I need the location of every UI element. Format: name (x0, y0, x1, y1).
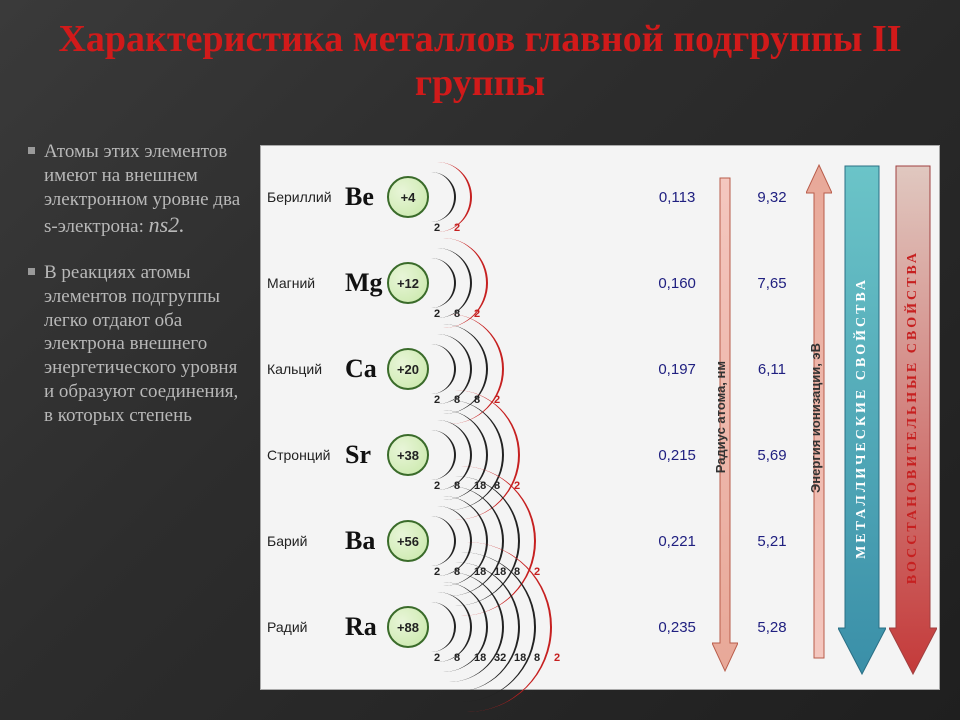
element-name: Бериллий (267, 189, 345, 205)
energy-axis-label: Энергия ионизации, эВ (808, 343, 823, 493)
shell-electron-count: 2 (474, 308, 480, 320)
shells: 22 (431, 154, 646, 240)
shells: 282 (431, 240, 646, 326)
energy-column: 9,327,656,115,695,215,28 (741, 146, 802, 689)
shell-electron-count: 2 (454, 222, 460, 234)
shells: 2818321882 (431, 584, 646, 670)
element-name: Кальций (267, 361, 345, 377)
radius-axis-label: Радиус атома, нм (713, 361, 728, 473)
element-symbol: Mg (345, 268, 387, 298)
energy-arrow-col: Энергия ионизации, эВ (803, 146, 837, 689)
element-name: Стронций (267, 447, 345, 463)
metallic-arrow: МЕТАЛЛИЧЕСКИЕ СВОЙСТВА (836, 146, 887, 689)
bullet-item: В реакциях атомы элементов подгруппы лег… (28, 261, 248, 427)
energy-value: 9,32 (741, 154, 802, 240)
elements-column: БериллийBe+422МагнийMg+12282КальцийCa+20… (261, 146, 646, 689)
radius-value: 0,215 (646, 412, 707, 498)
element-name: Барий (267, 533, 345, 549)
radius-value: 0,221 (646, 498, 707, 584)
element-symbol: Sr (345, 440, 387, 470)
bullet-list: Атомы этих элементов имеют на внешнем эл… (28, 140, 248, 449)
shell-arc (402, 162, 472, 232)
radius-value: 0,235 (646, 584, 707, 670)
slide-title: Характеристика металлов главной подгрупп… (0, 18, 960, 105)
energy-value: 6,11 (741, 326, 802, 412)
element-symbol: Ba (345, 526, 387, 556)
element-name: Магний (267, 275, 345, 291)
energy-value: 7,65 (741, 240, 802, 326)
radius-value: 0,113 (646, 154, 707, 240)
element-name: Радий (267, 619, 345, 635)
shell-arc (382, 542, 552, 712)
energy-value: 5,69 (741, 412, 802, 498)
metallic-arrow-label: МЕТАЛЛИЧЕСКИЕ СВОЙСТВА (854, 277, 870, 559)
diagram-panel: БериллийBe+422МагнийMg+12282КальцийCa+20… (260, 145, 940, 690)
element-symbol: Ra (345, 612, 387, 642)
shell-electron-count: 2 (554, 652, 560, 664)
redox-arrow-label: ВОССТАНОВИТЕЛЬНЫЕ СВОЙСТВА (905, 250, 921, 584)
element-symbol: Be (345, 182, 387, 212)
element-row: РадийRa+882818321882 (267, 584, 646, 670)
energy-value: 5,28 (741, 584, 802, 670)
redox-arrow: ВОССТАНОВИТЕЛЬНЫЕ СВОЙСТВА (888, 146, 939, 689)
radius-arrow-col: Радиус атома, нм (708, 146, 742, 689)
element-symbol: Ca (345, 354, 387, 384)
element-row: МагнийMg+12282 (267, 240, 646, 326)
energy-value: 5,21 (741, 498, 802, 584)
radius-value: 0,160 (646, 240, 707, 326)
bullet-item: Атомы этих элементов имеют на внешнем эл… (28, 140, 248, 239)
radius-value: 0,197 (646, 326, 707, 412)
element-row: БериллийBe+422 (267, 154, 646, 240)
radius-column: 0,1130,1600,1970,2150,2210,235 (646, 146, 707, 689)
